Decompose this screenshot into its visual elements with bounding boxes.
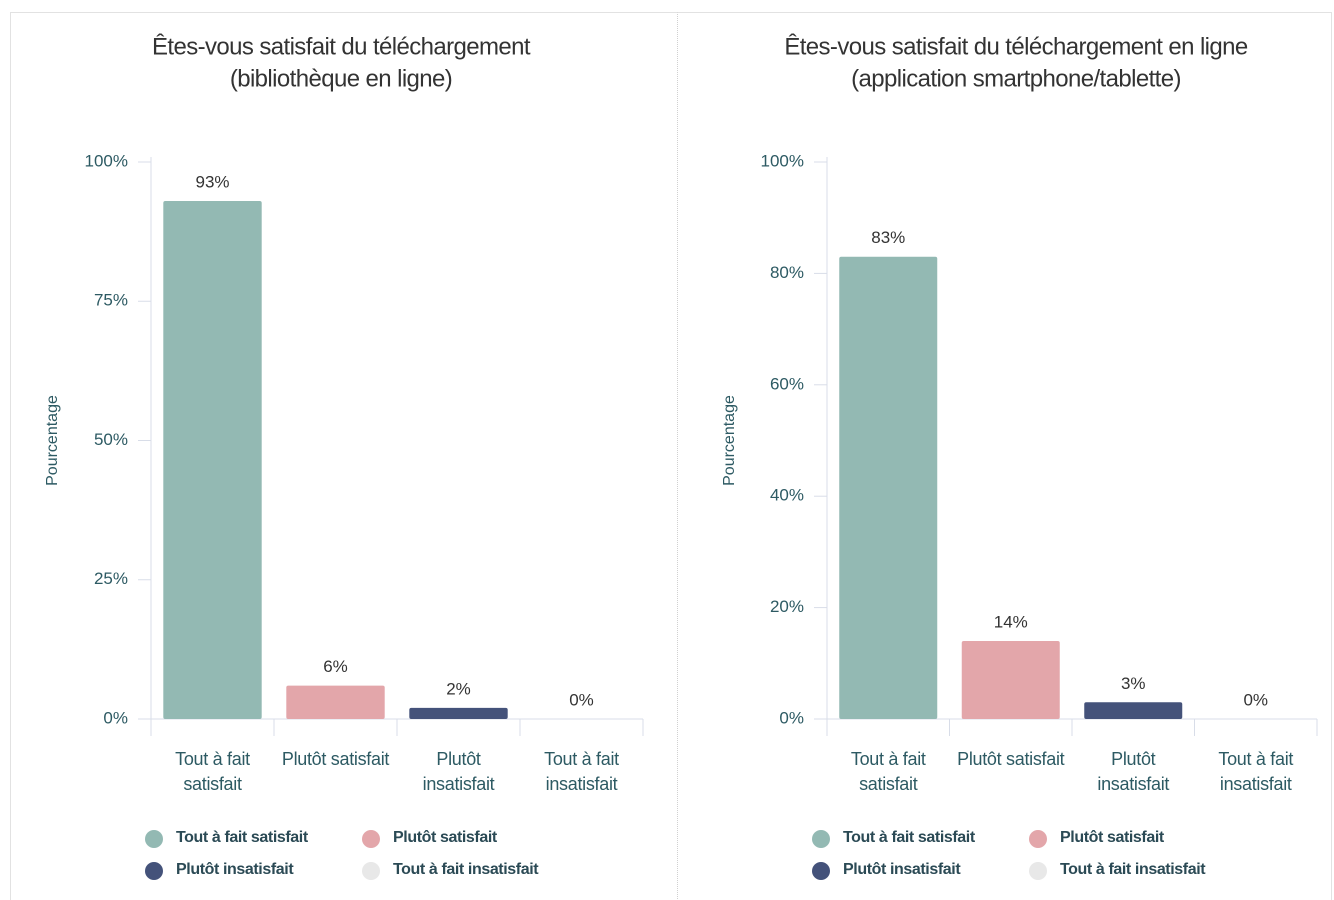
bar — [163, 200, 262, 720]
value-label: 2% — [446, 679, 471, 698]
chart-title: (bibliothèque en ligne) — [230, 65, 452, 92]
x-tick-label: Plutôt insatisfait — [1097, 749, 1170, 794]
x-tick-label: Plutôt satisfait — [281, 749, 390, 769]
x-tick-label: Tout à fait satisfait — [850, 749, 926, 794]
legend-label: Tout à fait insatisfait — [1060, 861, 1206, 878]
value-label: 93% — [195, 172, 229, 191]
x-tick-label: Tout à fait insatisfait — [1218, 749, 1294, 794]
y-tick-label: 20% — [770, 597, 804, 616]
panel: Êtes-vous satisfait du téléchargement en… — [677, 12, 1332, 900]
legend-label: Plutôt satisfait — [393, 829, 497, 846]
chart-title: Êtes-vous satisfait du téléchargement — [152, 33, 531, 60]
legend-marker — [362, 830, 380, 848]
bar — [409, 707, 508, 719]
bar — [839, 256, 938, 719]
x-tick-label: Tout à fait satisfait — [175, 749, 250, 794]
bar — [961, 641, 1060, 719]
value-label: 0% — [1243, 690, 1268, 709]
legend-label: Tout à fait satisfait — [843, 829, 975, 846]
x-tick-label: Tout à fait insatisfait — [544, 749, 619, 794]
value-label: 6% — [323, 657, 348, 676]
chart: Êtes-vous satisfait du téléchargement (bi… — [44, 33, 644, 880]
x-tick-label: Plutôt insatisfait — [422, 749, 495, 794]
chart-title: (application smartphone/tablette) — [851, 65, 1181, 92]
value-label: 3% — [1121, 674, 1146, 693]
y-tick-label: 25% — [94, 569, 128, 588]
y-tick-label: 0% — [779, 708, 804, 727]
legend-marker — [145, 830, 163, 848]
legend-label: Plutôt satisfait — [1060, 829, 1164, 846]
legend-label: Tout à fait satisfait — [176, 829, 308, 846]
y-axis-label: Pourcentage — [721, 395, 738, 486]
legend-marker — [1029, 862, 1047, 880]
legend-marker — [362, 862, 380, 880]
legend-marker — [145, 862, 163, 880]
value-label: 0% — [569, 690, 594, 709]
y-tick-label: 40% — [770, 486, 804, 505]
legend-marker — [1029, 830, 1047, 848]
value-label: 14% — [994, 613, 1028, 632]
y-tick-label: 75% — [94, 291, 128, 310]
y-tick-label: 100% — [761, 151, 804, 170]
chart: Êtes-vous satisfait du téléchargement en… — [721, 33, 1318, 880]
y-tick-label: 100% — [85, 151, 128, 170]
legend-marker — [812, 862, 830, 880]
bar — [1084, 702, 1183, 719]
legend-marker — [812, 830, 830, 848]
y-axis-label: Pourcentage — [44, 395, 61, 486]
chart-title: Êtes-vous satisfait du téléchargement en… — [784, 33, 1248, 60]
y-tick-label: 80% — [770, 263, 804, 282]
y-tick-label: 60% — [770, 374, 804, 393]
y-tick-label: 0% — [103, 708, 128, 727]
bar — [286, 685, 385, 719]
legend-label: Tout à fait insatisfait — [393, 861, 539, 878]
panel: Êtes-vous satisfait du téléchargement (bi… — [10, 12, 677, 900]
x-tick-label: Plutôt satisfait — [957, 749, 1065, 769]
value-label: 83% — [871, 228, 905, 247]
legend-label: Plutôt insatisfait — [176, 861, 294, 878]
legend-label: Plutôt insatisfait — [843, 861, 961, 878]
y-tick-label: 50% — [94, 430, 128, 449]
